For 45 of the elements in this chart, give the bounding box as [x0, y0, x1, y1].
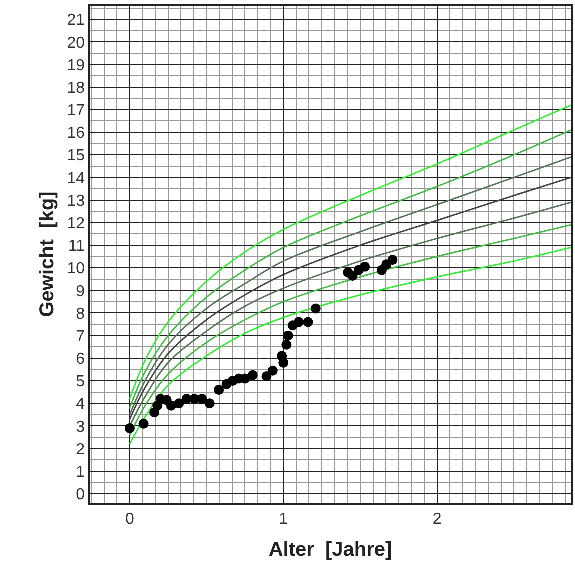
point	[303, 317, 314, 328]
y-tick-label: 0	[76, 486, 86, 504]
y-tick-label: 12	[67, 215, 86, 232]
point	[278, 358, 289, 368]
y-tick-label: 13	[67, 192, 86, 210]
x-tick-label: 1	[279, 510, 288, 528]
y-tick-label: 5	[76, 374, 86, 391]
point	[262, 371, 272, 382]
y-tick-label: 11	[68, 238, 86, 256]
point	[197, 394, 208, 404]
y-tick-label: 3	[76, 418, 86, 436]
point	[282, 340, 292, 350]
y-tick-label: 4	[76, 396, 86, 414]
point	[268, 366, 278, 376]
y-tick-label: 21	[67, 12, 86, 30]
y-tick-label: 9	[76, 283, 86, 300]
point	[310, 304, 321, 314]
point	[174, 398, 184, 409]
x-axis-title: Alter [Jahre]	[268, 538, 392, 561]
y-axis-title: Gewicht [kg]	[36, 192, 58, 318]
point	[124, 423, 135, 434]
y-tick-label: 7	[76, 328, 86, 346]
point	[283, 330, 294, 341]
y-tick-label: 18	[67, 80, 86, 97]
point	[348, 270, 358, 281]
point	[294, 317, 304, 328]
point	[388, 255, 398, 266]
y-tick-label: 15	[67, 148, 86, 165]
y-tick-label: 16	[67, 125, 86, 142]
y-tick-label: 14	[67, 170, 86, 188]
y-tick-label: 6	[76, 351, 86, 368]
y-tick-label: 8	[76, 306, 86, 323]
point	[138, 418, 149, 429]
y-tick-label: 1	[76, 464, 86, 481]
y-tick-label: 2	[76, 441, 86, 458]
y-tick-label: 17	[67, 102, 86, 120]
x-tick-label: 0	[126, 510, 135, 528]
point	[204, 398, 215, 409]
point	[248, 370, 258, 380]
y-tick-label: 20	[67, 34, 86, 52]
point	[360, 262, 370, 272]
y-tick-label: 19	[67, 57, 86, 74]
x-tick-label: 2	[432, 510, 442, 528]
point	[214, 385, 224, 396]
y-tick-label: 10	[67, 260, 86, 278]
